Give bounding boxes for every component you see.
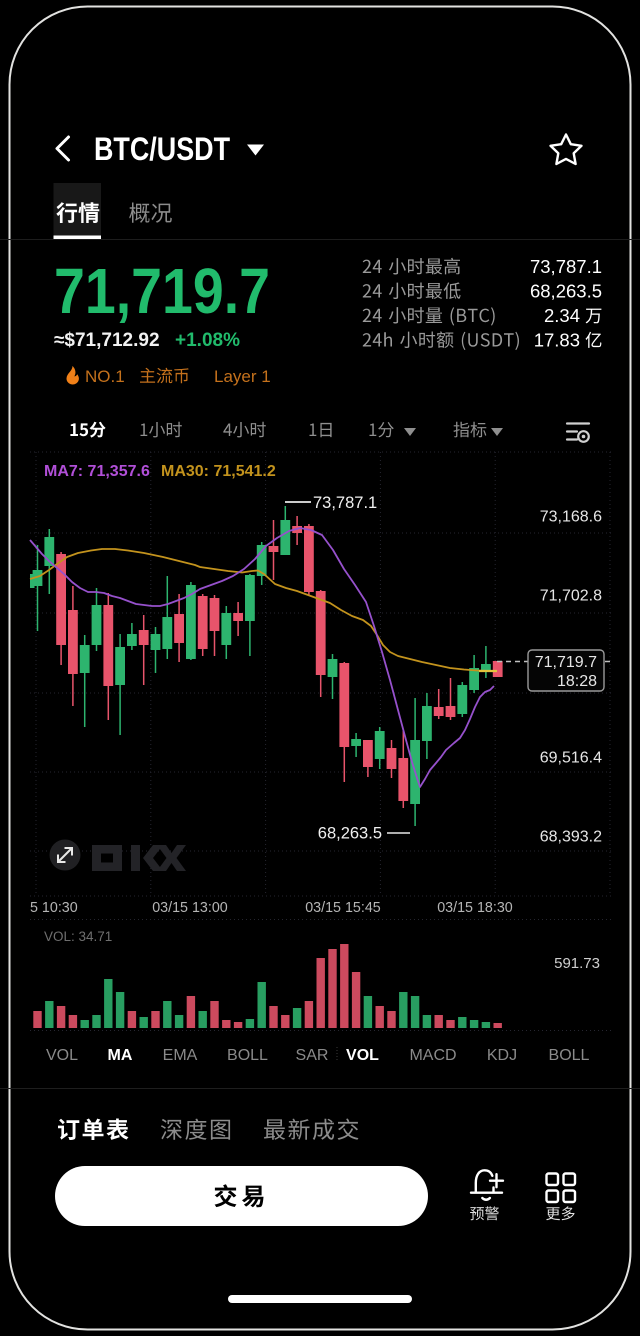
- svg-text:2.34: 2.34: [544, 305, 580, 326]
- svg-text:17.83: 17.83: [534, 330, 580, 351]
- svg-text:Layer 1: Layer 1: [214, 367, 271, 386]
- svg-text:73,787.1: 73,787.1: [313, 494, 377, 512]
- svg-text:MA30: 71,541.2: MA30: 71,541.2: [161, 463, 276, 480]
- svg-text:MACD: MACD: [409, 1047, 456, 1064]
- svg-text:VOL: 34.71: VOL: 34.71: [44, 929, 112, 944]
- svg-text:591.73: 591.73: [554, 955, 600, 972]
- svg-text:03/15 18:30: 03/15 18:30: [437, 900, 513, 916]
- svg-text:68,263.5: 68,263.5: [530, 281, 602, 302]
- svg-text:03/15 15:45: 03/15 15:45: [305, 900, 381, 916]
- svg-text:5 10:30: 5 10:30: [30, 900, 78, 916]
- svg-text:71,702.8: 71,702.8: [540, 588, 602, 605]
- svg-text:73,787.1: 73,787.1: [530, 256, 602, 277]
- svg-text:68,263.5: 68,263.5: [318, 825, 382, 843]
- svg-text:NO.1: NO.1: [85, 367, 125, 386]
- svg-text:VOL: VOL: [346, 1047, 379, 1064]
- svg-text:68,393.2: 68,393.2: [540, 829, 602, 846]
- svg-text:73,168.6: 73,168.6: [540, 509, 602, 526]
- svg-text:SAR: SAR: [296, 1047, 329, 1064]
- svg-text:MA: MA: [108, 1047, 133, 1064]
- svg-text:BTC/USDT: BTC/USDT: [94, 131, 230, 167]
- svg-text:+1.08%: +1.08%: [175, 330, 240, 351]
- svg-text:EMA: EMA: [163, 1047, 198, 1064]
- svg-text:18:28: 18:28: [557, 673, 597, 690]
- svg-text:MA7: 71,357.6: MA7: 71,357.6: [44, 463, 150, 480]
- svg-text:03/15 13:00: 03/15 13:00: [152, 900, 228, 916]
- svg-text:71,719.7: 71,719.7: [535, 654, 597, 671]
- svg-text:BOLL: BOLL: [549, 1047, 590, 1064]
- svg-text:VOL: VOL: [46, 1047, 78, 1064]
- svg-text:KDJ: KDJ: [487, 1047, 517, 1064]
- svg-text:≈$71,712.92: ≈$71,712.92: [54, 330, 160, 351]
- svg-text:BOLL: BOLL: [227, 1047, 268, 1064]
- svg-text:71,719.7: 71,719.7: [54, 255, 270, 327]
- svg-text:69,516.4: 69,516.4: [540, 750, 602, 767]
